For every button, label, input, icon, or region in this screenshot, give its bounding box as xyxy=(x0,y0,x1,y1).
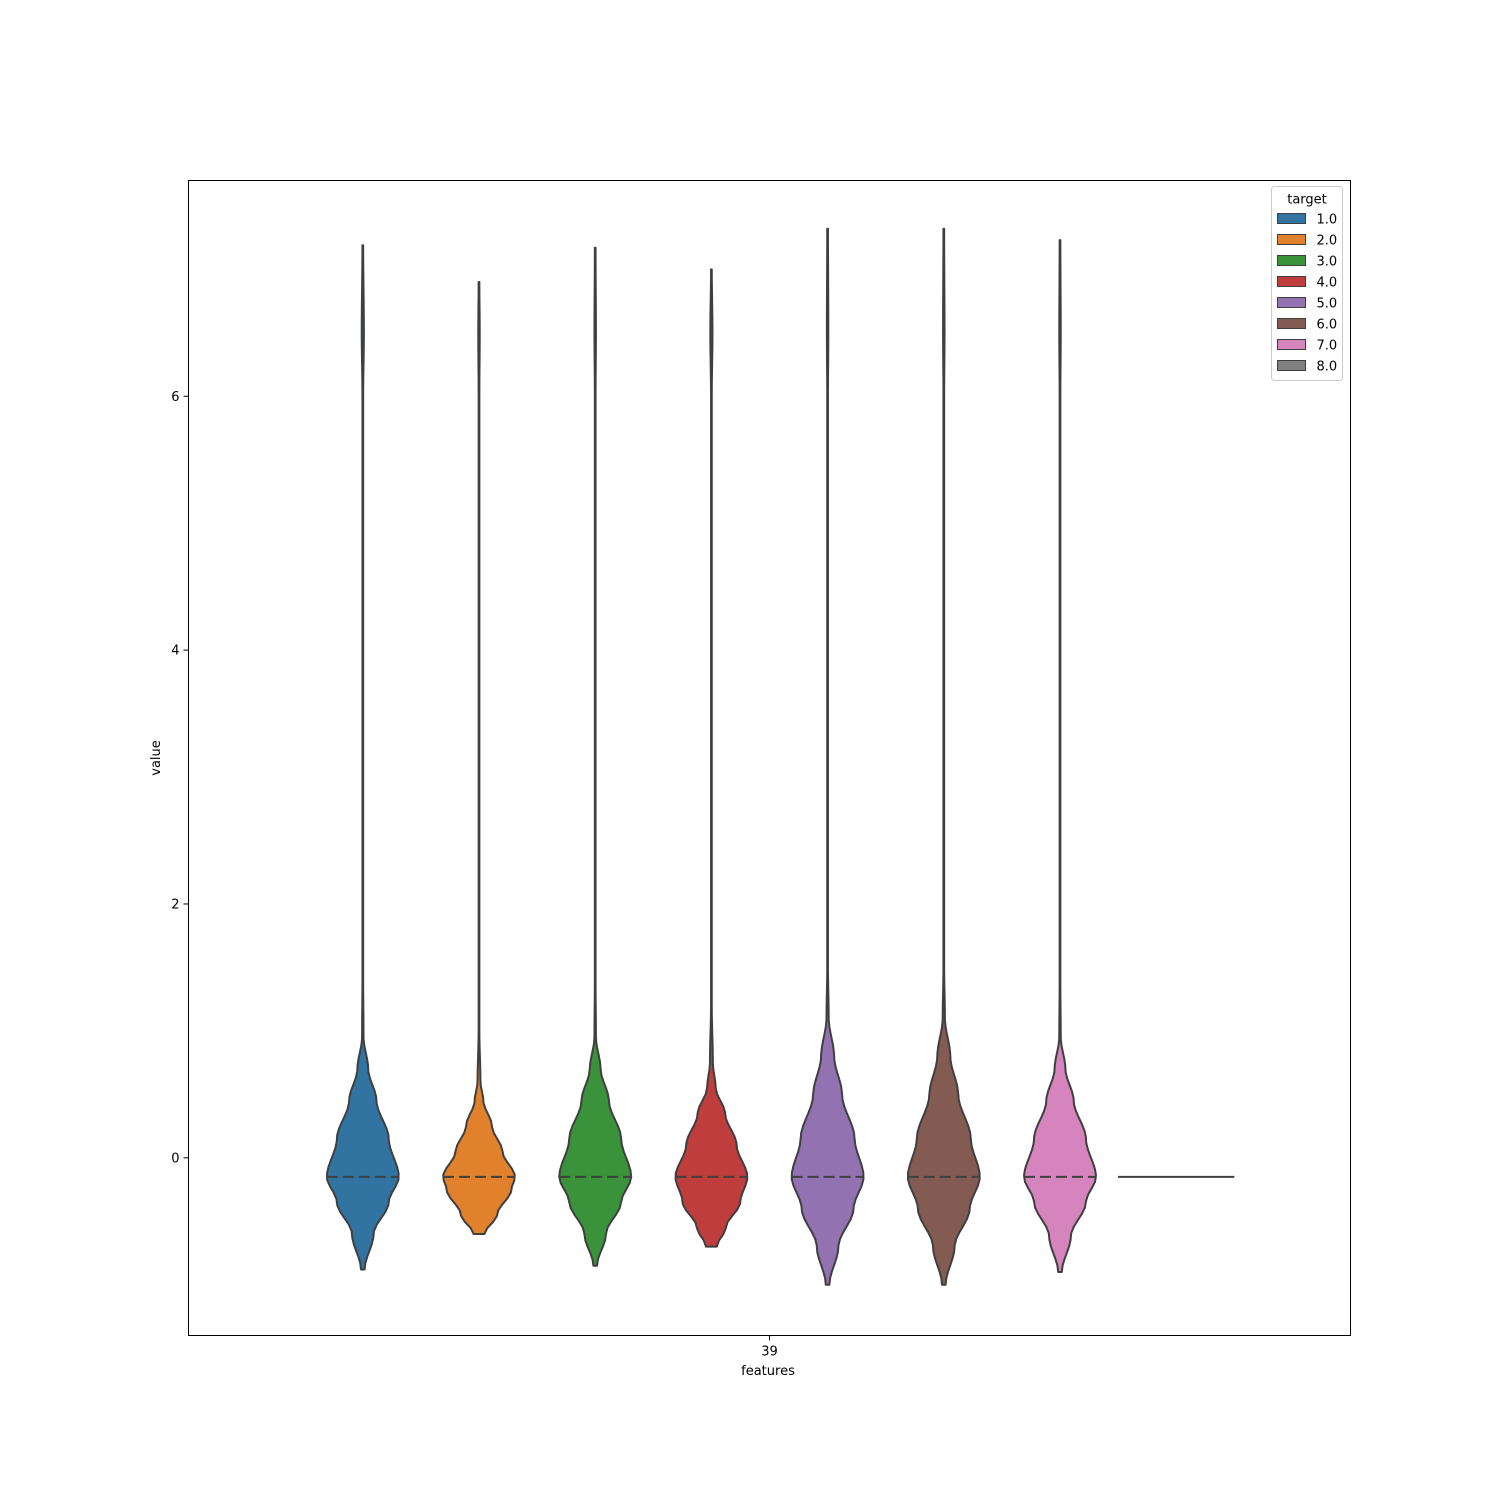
y-axis-label: value xyxy=(149,740,164,776)
violin-7.0 xyxy=(1023,239,1097,1274)
legend-swatch-4.0 xyxy=(1277,276,1306,287)
legend-label-7.0: 7.0 xyxy=(1317,339,1338,354)
violin-1.0 xyxy=(326,244,400,1271)
legend-label-4.0: 4.0 xyxy=(1317,276,1338,291)
legend-swatch-7.0 xyxy=(1277,339,1306,350)
violin-2.0 xyxy=(442,281,516,1235)
y-tick-label: 0 xyxy=(171,1151,179,1166)
legend-label-6.0: 6.0 xyxy=(1317,318,1338,333)
violin-5.0 xyxy=(790,227,865,1286)
y-tick-label: 6 xyxy=(171,390,179,405)
legend-swatch-1.0 xyxy=(1277,213,1306,224)
x-tick-label: 39 xyxy=(761,1345,778,1360)
violins-layer xyxy=(326,227,1235,1286)
violin-6.0 xyxy=(906,227,981,1286)
legend-label-2.0: 2.0 xyxy=(1317,234,1338,249)
x-axis-label: features xyxy=(741,1364,795,1379)
legend-swatch-6.0 xyxy=(1277,318,1306,329)
legend-swatch-8.0 xyxy=(1277,360,1306,371)
legend-label-8.0: 8.0 xyxy=(1317,360,1338,375)
violin-3.0 xyxy=(558,246,633,1267)
violin-4.0 xyxy=(674,268,749,1248)
y-axis-ticks: 0 2 4 6 xyxy=(171,390,189,1166)
legend-label-1.0: 1.0 xyxy=(1317,213,1338,228)
legend-swatch-5.0 xyxy=(1277,297,1306,308)
legend: target 1.0 2.0 3.0 4.0 5.0 6.0 7.0 8.0 xyxy=(1271,186,1343,381)
y-tick-label: 4 xyxy=(171,644,179,659)
x-axis-ticks: 39 xyxy=(761,1335,778,1360)
legend-swatch-2.0 xyxy=(1277,234,1306,245)
legend-swatch-3.0 xyxy=(1277,255,1306,266)
legend-title: target xyxy=(1287,193,1327,208)
legend-label-3.0: 3.0 xyxy=(1317,255,1338,270)
legend-label-5.0: 5.0 xyxy=(1317,297,1338,312)
y-tick-label: 2 xyxy=(171,897,179,912)
